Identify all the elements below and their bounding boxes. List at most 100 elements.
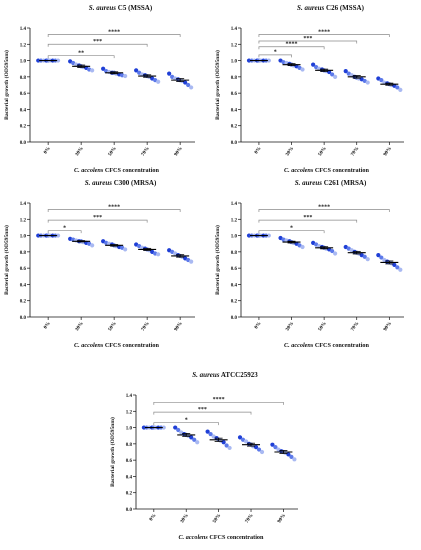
data-point xyxy=(161,425,166,430)
x-axis-label: C. accolens CFCS concentration xyxy=(179,534,264,541)
y-tick-label: 1.0 xyxy=(20,235,27,240)
x-axis-label-text: CFCS concentration xyxy=(315,342,370,349)
y-tick-label: 0.4 xyxy=(20,283,27,288)
significance-bracket xyxy=(47,219,148,223)
y-tick-label: 1.4 xyxy=(20,27,27,32)
y-tick-label: 0.4 xyxy=(231,283,238,288)
significance-label: * xyxy=(185,417,188,423)
data-point xyxy=(123,73,128,79)
significance-bracket xyxy=(47,55,115,59)
y-tick-label: 0.8 xyxy=(20,251,27,256)
y-tick-label: 0.4 xyxy=(20,108,27,113)
data-point xyxy=(327,69,332,75)
significance-label: *** xyxy=(303,215,312,221)
data-point xyxy=(365,257,370,262)
data-point xyxy=(300,244,305,250)
significance-label: * xyxy=(63,225,66,231)
data-point xyxy=(156,79,161,84)
data-point xyxy=(55,58,61,63)
y-tick-label: 1.2 xyxy=(231,218,238,223)
significance-label: **** xyxy=(318,29,330,35)
significance-bracket xyxy=(47,34,181,38)
data-point xyxy=(292,457,297,462)
y-tick-label: 0.2 xyxy=(20,125,27,130)
x-tick-label: 50% xyxy=(108,146,118,157)
significance-bracket xyxy=(258,40,358,44)
panel-title: S. aureus C261 (MRSA) xyxy=(295,179,367,187)
panel-title-species: S. aureus xyxy=(89,4,117,12)
panel-title: S. aureus C300 (MRSA) xyxy=(85,179,157,187)
data-point xyxy=(362,254,367,259)
x-tick-label: 70% xyxy=(351,321,361,332)
y-tick-label: 1.0 xyxy=(20,60,27,65)
significance-label: *** xyxy=(198,407,207,413)
data-point xyxy=(395,85,400,90)
x-tick-label: 90% xyxy=(277,513,287,524)
data-point xyxy=(90,68,95,73)
data-point xyxy=(55,233,61,238)
panel-title-strain: C261 (MRSA) xyxy=(324,179,367,187)
y-axis-label: Bacterial growth (OD595nm) xyxy=(214,50,221,120)
data-point xyxy=(189,85,194,90)
data-point xyxy=(192,437,197,442)
x-axis-label-species: C. accolens xyxy=(74,167,104,174)
data-point xyxy=(333,251,338,256)
y-tick-label: 1.4 xyxy=(126,394,133,399)
x-axis-label: C. accolens CFCS concentration xyxy=(74,167,159,174)
x-tick-label: 50% xyxy=(318,146,328,157)
data-point xyxy=(379,78,384,83)
x-axis-label: C. accolens CFCS concentration xyxy=(284,167,369,174)
significance-label: **** xyxy=(318,204,330,210)
x-tick-label: 30% xyxy=(180,513,190,524)
y-tick-label: 1.0 xyxy=(231,60,238,65)
x-tick-label: 0% xyxy=(254,321,262,330)
data-point xyxy=(237,435,243,440)
x-tick-label: 70% xyxy=(351,146,361,157)
y-tick-label: 0.0 xyxy=(231,316,238,321)
data-point xyxy=(186,82,191,88)
y-tick-label: 1.0 xyxy=(126,427,133,432)
data-point xyxy=(123,247,128,252)
data-point xyxy=(379,255,384,260)
x-tick-label: 0% xyxy=(43,146,51,155)
y-tick-label: 1.4 xyxy=(231,202,238,207)
x-axis-label-species: C. accolens xyxy=(284,342,314,349)
x-tick-label: 70% xyxy=(141,146,151,157)
data-point xyxy=(289,454,294,459)
data-point xyxy=(256,447,262,452)
x-tick-label: 30% xyxy=(75,146,85,157)
significance-bracket xyxy=(258,209,390,213)
y-tick-label: 0.2 xyxy=(126,492,133,497)
data-point xyxy=(273,445,278,450)
panel-title-species: S. aureus xyxy=(295,179,323,187)
data-point xyxy=(365,80,370,85)
y-tick-label: 1.0 xyxy=(231,235,238,240)
chart-panel-2: S. aureus C26 (MSSA) 0.0 0.2 0.4 0.6 0.8 1.0 1.… xyxy=(214,4,404,174)
data-point xyxy=(398,87,403,92)
y-tick-label: 0.2 xyxy=(20,300,27,305)
y-tick-label: 1.2 xyxy=(20,43,27,48)
data-point xyxy=(376,253,381,258)
y-tick-label: 0.2 xyxy=(231,125,238,130)
data-point xyxy=(395,265,400,270)
y-tick-label: 0.6 xyxy=(126,459,133,464)
significance-label: *** xyxy=(303,36,312,42)
y-tick-label: 0.6 xyxy=(231,267,238,272)
data-point xyxy=(189,259,194,264)
x-axis-label: C. accolens CFCS concentration xyxy=(74,342,159,349)
data-point xyxy=(221,440,226,445)
data-point xyxy=(173,425,178,430)
panel-title-species: S. aureus xyxy=(85,179,113,187)
y-tick-label: 1.4 xyxy=(231,27,238,32)
data-point xyxy=(343,69,348,74)
panel-title-strain: C5 (MSSA) xyxy=(118,4,153,12)
y-tick-label: 0.8 xyxy=(231,76,238,81)
x-axis-label-species: C. accolens xyxy=(179,534,209,541)
data-point xyxy=(266,58,271,63)
data-point xyxy=(243,439,249,444)
x-tick-label: 0% xyxy=(149,513,157,522)
data-point xyxy=(167,71,172,76)
data-point xyxy=(208,431,213,437)
y-axis-label: Bacterial growth (OD595nm) xyxy=(3,225,10,295)
data-point xyxy=(101,66,106,71)
